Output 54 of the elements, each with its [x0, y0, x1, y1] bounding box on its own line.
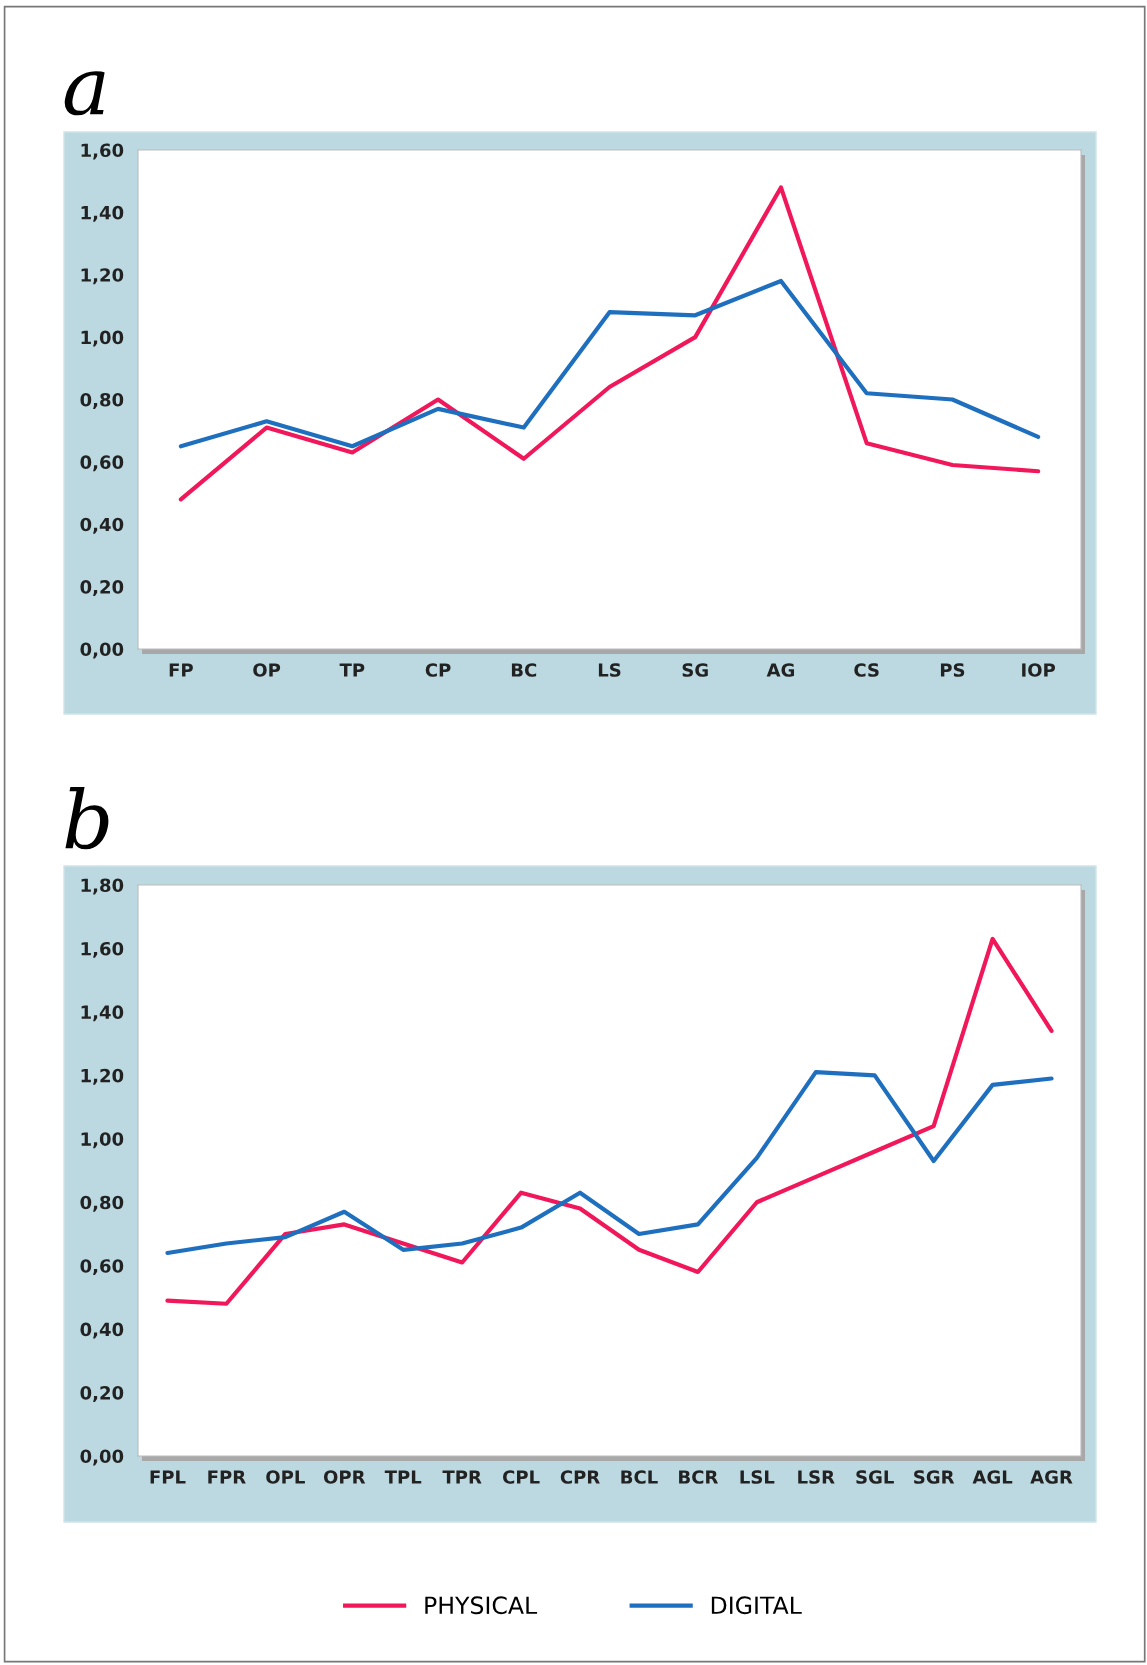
x-tick-label: BCL: [621, 1470, 658, 1484]
x-tick-label: AGL: [972, 1470, 1013, 1484]
x-tick-label: SG: [682, 663, 708, 677]
line-series: [165, 936, 1054, 1306]
x-tick-label: CPR: [560, 1470, 600, 1484]
x-tick-label: FP: [169, 663, 193, 677]
y-tick-label: 0,60: [80, 1259, 124, 1276]
x-tick-label: SGR: [914, 1470, 955, 1484]
x-tick-label: AG: [766, 663, 795, 677]
x-tick-label: OPL: [266, 1470, 305, 1484]
chart-title: b: [65, 787, 109, 850]
legend-label: DIGITAL: [711, 1596, 802, 1615]
x-tick-label: LS: [598, 663, 621, 677]
x-tick-label: PS: [940, 663, 965, 677]
line-series: [178, 185, 1041, 502]
legend-label: PHYSICAL: [425, 1596, 538, 1615]
y-tick-label: 1,20: [81, 1068, 124, 1085]
x-tick-label: CS: [854, 663, 879, 677]
x-tick-label: TPL: [384, 1470, 422, 1484]
x-tick-label: OP: [253, 663, 281, 677]
y-tick-label: 1,40: [81, 205, 124, 222]
x-tick-label: OPR: [323, 1470, 366, 1484]
x-tick-label: SGL: [856, 1470, 894, 1484]
y-tick-label: 0,20: [80, 1386, 124, 1402]
x-tick-label: LSL: [740, 1470, 775, 1484]
x-tick-label: AGR: [1030, 1470, 1073, 1484]
x-tick-label: FPL: [150, 1470, 186, 1484]
y-tick-label: 0,40: [80, 1322, 124, 1339]
y-tick-label: 1,60: [81, 143, 124, 160]
y-tick-label: 0,20: [80, 580, 124, 597]
y-tick-label: 0,40: [80, 517, 124, 534]
y-tick-label: 0,00: [80, 1449, 124, 1466]
x-tick-label: TP: [339, 663, 365, 677]
y-tick-label: 1,40: [81, 1005, 124, 1022]
y-tick-label: 0,80: [80, 392, 124, 409]
y-tick-label: 1,80: [81, 878, 124, 895]
y-tick-label: 0,60: [80, 455, 124, 472]
y-tick-label: 0,00: [80, 642, 124, 659]
line-series: [165, 1070, 1054, 1256]
x-tick-label: CPL: [503, 1470, 540, 1484]
x-tick-label: CP: [425, 663, 451, 677]
x-tick-label: BCR: [679, 1470, 718, 1484]
x-tick-label: LSR: [798, 1470, 835, 1484]
line-series: [178, 278, 1041, 449]
x-tick-label: IOP: [1022, 663, 1056, 677]
x-tick-label: TPR: [442, 1470, 482, 1484]
y-tick-label: 1,20: [81, 268, 124, 285]
chart-title: a: [64, 71, 105, 116]
x-tick-label: FPR: [208, 1470, 246, 1484]
y-tick-label: 1,00: [81, 330, 124, 347]
y-tick-label: 0,80: [80, 1195, 124, 1212]
y-tick-label: 1,00: [81, 1132, 124, 1149]
y-tick-label: 1,60: [81, 941, 124, 958]
x-tick-label: BC: [511, 663, 537, 677]
